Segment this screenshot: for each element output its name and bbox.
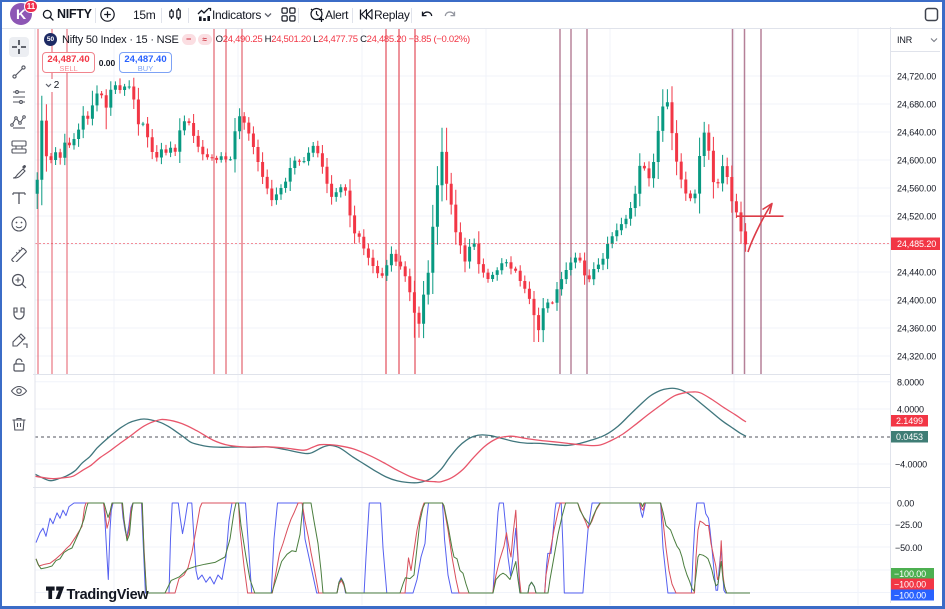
svg-text:8.0000: 8.0000 xyxy=(897,378,924,388)
svg-text:24,400.00: 24,400.00 xyxy=(897,296,936,306)
svg-text:24,360.00: 24,360.00 xyxy=(897,324,936,334)
svg-text:0.0453: 0.0453 xyxy=(896,432,923,442)
svg-text:2.1499: 2.1499 xyxy=(896,416,923,426)
svg-text:24,640.00: 24,640.00 xyxy=(897,128,936,138)
svg-text:24,560.00: 24,560.00 xyxy=(897,184,936,194)
svg-text:24,520.00: 24,520.00 xyxy=(897,212,936,222)
svg-text:−100.00: −100.00 xyxy=(894,580,926,590)
svg-text:24,320.00: 24,320.00 xyxy=(897,352,936,362)
svg-text:24,720.00: 24,720.00 xyxy=(897,72,936,82)
svg-text:0.00: 0.00 xyxy=(897,499,914,509)
svg-text:24,485.20: 24,485.20 xyxy=(897,239,936,249)
svg-text:−50.00: −50.00 xyxy=(895,543,922,553)
svg-text:TradingView: TradingView xyxy=(67,587,150,603)
svg-text:INR: INR xyxy=(897,35,913,45)
svg-text:24,680.00: 24,680.00 xyxy=(897,100,936,110)
svg-text:4.0000: 4.0000 xyxy=(897,405,924,415)
svg-text:−4.0000: −4.0000 xyxy=(895,460,927,470)
svg-text:24,600.00: 24,600.00 xyxy=(897,156,936,166)
svg-text:24,440.00: 24,440.00 xyxy=(897,268,936,278)
svg-text:−100.00: −100.00 xyxy=(894,569,926,579)
svg-text:−25.00: −25.00 xyxy=(895,520,922,530)
svg-text:−100.00: −100.00 xyxy=(894,591,926,601)
